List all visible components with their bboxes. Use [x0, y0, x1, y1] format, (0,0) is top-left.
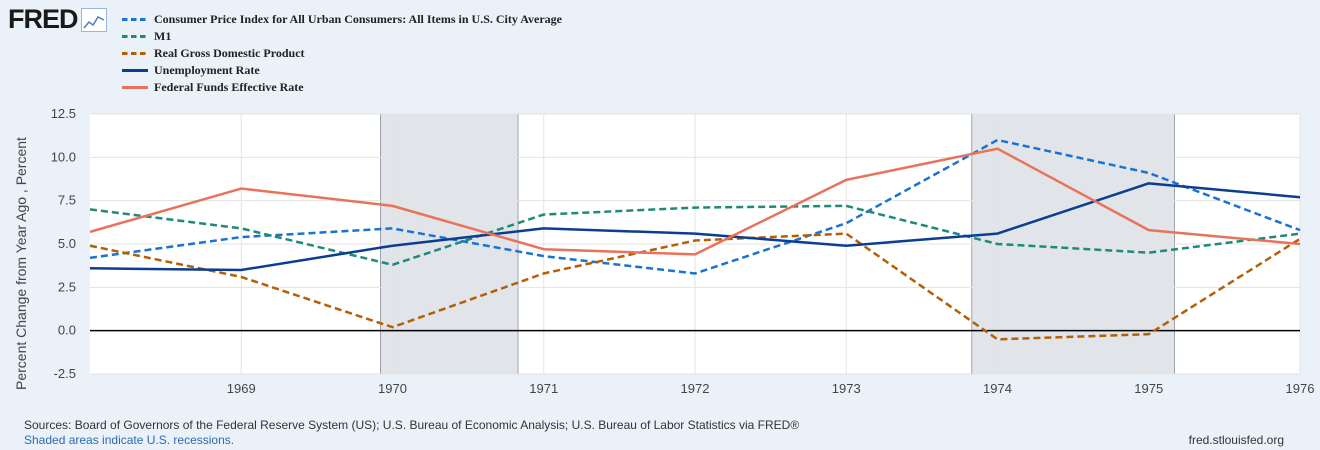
- x-tick-label: 1972: [681, 381, 710, 396]
- legend-item-3[interactable]: Unemployment Rate: [122, 62, 562, 79]
- legend-item-4[interactable]: Federal Funds Effective Rate: [122, 79, 562, 96]
- series-line-4[interactable]: [89, 147, 1301, 256]
- legend-swatch: [122, 86, 148, 89]
- y-tick-label: 5.0: [58, 236, 76, 251]
- y-tick-label: 2.5: [58, 279, 76, 294]
- legend-label: M1: [154, 29, 172, 43]
- legend-swatch: [122, 69, 148, 72]
- legend-label: Real Gross Domestic Product: [154, 46, 305, 60]
- y-axis-label: Percent Change from Year Ago , Percent: [13, 137, 29, 390]
- sources-note: Sources: Board of Governors of the Feder…: [24, 418, 800, 432]
- x-tick-label: 1971: [529, 381, 558, 396]
- series-line-0[interactable]: [89, 138, 1301, 275]
- series-line-1[interactable]: [89, 204, 1301, 267]
- x-tick-label: 1976: [1286, 381, 1315, 396]
- chart-legend: Consumer Price Index for All Urban Consu…: [122, 11, 562, 96]
- x-tick-label: 1974: [983, 381, 1012, 396]
- legend-label: Consumer Price Index for All Urban Consu…: [154, 12, 562, 26]
- legend-item-0[interactable]: Consumer Price Index for All Urban Consu…: [122, 11, 562, 28]
- legend-swatch: [122, 35, 148, 38]
- chart-canvas: 12.5 10.0 7.5 5.0 2.5 0.0 -2.5 1969 1970 1971 1972…: [51, 106, 1315, 396]
- series-line-3[interactable]: [89, 182, 1301, 272]
- legend-item-1[interactable]: M1: [122, 28, 562, 45]
- y-tick-label: 12.5: [51, 106, 76, 121]
- y-tick-label: 7.5: [58, 193, 76, 208]
- x-tick-label: 1969: [227, 381, 256, 396]
- y-tick-label: -2.5: [54, 366, 76, 381]
- legend-item-2[interactable]: Real Gross Domestic Product: [122, 45, 562, 62]
- fred-logo[interactable]: FRED: [8, 4, 107, 35]
- recession-note[interactable]: Shaded areas indicate U.S. recessions.: [24, 433, 235, 447]
- x-tick-label: 1973: [832, 381, 861, 396]
- series-line-2[interactable]: [89, 232, 1301, 341]
- x-tick-label: 1970: [378, 381, 407, 396]
- legend-swatch: [122, 52, 148, 55]
- chart-line-icon: [80, 7, 107, 32]
- site-link[interactable]: fred.stlouisfed.org: [1188, 433, 1284, 447]
- x-tick-label: 1975: [1134, 381, 1163, 396]
- fred-logo-text: FRED: [8, 4, 78, 34]
- legend-label: Unemployment Rate: [154, 63, 260, 77]
- y-tick-label: 0.0: [58, 323, 76, 338]
- legend-label: Federal Funds Effective Rate: [154, 80, 304, 94]
- legend-swatch: [122, 18, 148, 21]
- y-tick-label: 10.0: [51, 149, 76, 164]
